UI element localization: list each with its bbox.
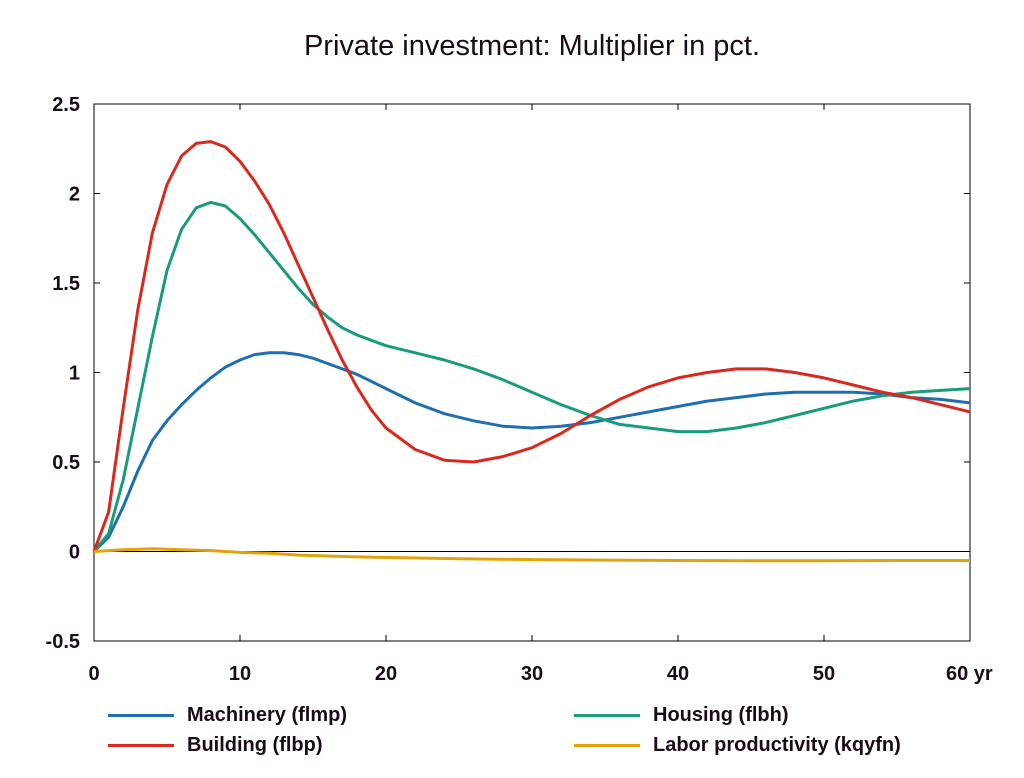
x-tick-label: 30 bbox=[521, 663, 543, 685]
y-tick-label: 2.5 bbox=[52, 94, 80, 116]
series-line-housing-flbh bbox=[92, 200, 971, 553]
legend-swatch-machinery bbox=[108, 713, 174, 717]
y-tick-label: 1.5 bbox=[52, 273, 80, 295]
x-tick-label: 20 bbox=[375, 663, 397, 685]
series-lines bbox=[92, 140, 971, 563]
legend: Machinery (flmp) Building (flbp) Housing… bbox=[0, 700, 1024, 770]
series-line-machinery-flmp bbox=[92, 351, 971, 553]
line-chart: -0.5 0 0.5 1 1.5 2 2.5 0 10 20 30 40 50 60 yr bbox=[46, 94, 993, 685]
legend-item-building: Building (flbp) bbox=[108, 730, 323, 760]
x-tick-labels: 0 10 20 30 40 50 60 yr bbox=[88, 663, 992, 685]
x-tick-label: 40 bbox=[667, 663, 689, 685]
series-line-building-flbp bbox=[92, 140, 971, 553]
chart-title: Private investment: Multiplier in pct. bbox=[303, 30, 761, 62]
x-tick-label: 10 bbox=[229, 663, 251, 685]
legend-item-machinery: Machinery (flmp) bbox=[108, 700, 347, 730]
y-tick-label: 0 bbox=[69, 542, 80, 564]
y-tick-label: 2 bbox=[69, 184, 80, 206]
x-tick-label: 50 bbox=[813, 663, 835, 685]
legend-label-machinery: Machinery (flmp) bbox=[187, 703, 348, 726]
x-tick-label: 0 bbox=[88, 663, 99, 685]
y-tick-label: 1 bbox=[69, 363, 80, 385]
x-tick-label: 60 yr bbox=[946, 663, 993, 685]
legend-label-labor-productivity: Labor productivity (kqyfn) bbox=[653, 733, 901, 756]
legend-swatch-building bbox=[108, 743, 174, 747]
legend-label-housing: Housing (flbh) bbox=[653, 703, 789, 726]
legend-swatch-labor-productivity bbox=[574, 743, 640, 747]
legend-item-labor-productivity: Labor productivity (kqyfn) bbox=[574, 730, 901, 760]
legend-item-housing: Housing (flbh) bbox=[574, 700, 789, 730]
y-tick-label: 0.5 bbox=[52, 452, 80, 474]
series-line-labor-productivity-kqyfn bbox=[93, 547, 970, 563]
y-tick-label: -0.5 bbox=[46, 631, 80, 653]
legend-swatch-housing bbox=[574, 713, 640, 717]
legend-label-building: Building (flbp) bbox=[187, 733, 323, 756]
axis-ticks bbox=[93, 103, 971, 642]
y-tick-labels: -0.5 0 0.5 1 1.5 2 2.5 bbox=[46, 94, 80, 653]
